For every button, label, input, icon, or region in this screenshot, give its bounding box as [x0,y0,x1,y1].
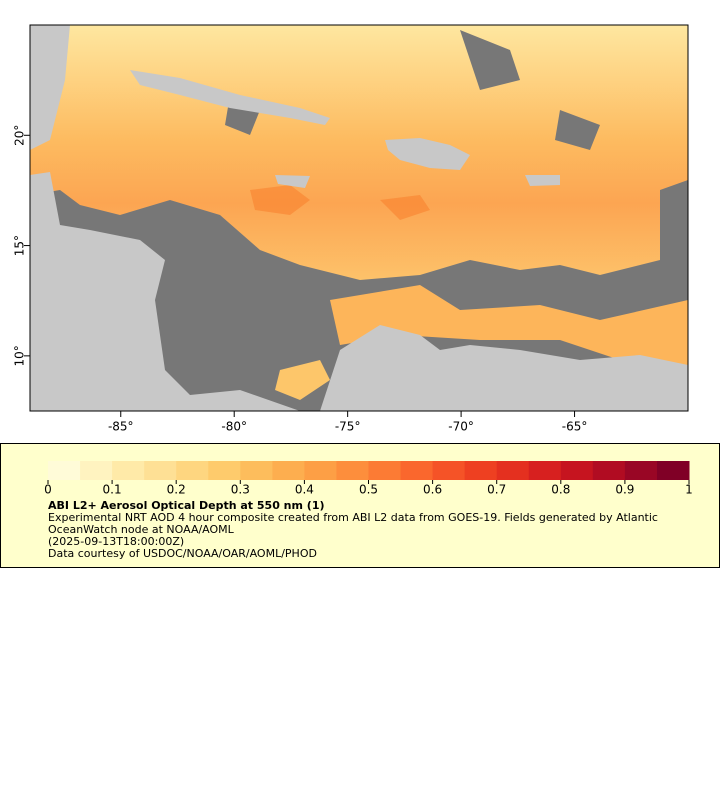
colorbar-swatch [400,461,434,480]
x-tick-label: -75° [335,420,361,434]
map-image [30,25,688,411]
legend: 0 0.1 0.2 0.3 0.4 0.5 0.6 0.7 0.8 0.9 1 ABI L2+ Ae… [0,443,720,568]
colorbar-swatch [48,461,81,480]
land [320,325,688,411]
x-tick-label: -65° [562,420,588,434]
colorbar: 0 0.1 0.2 0.3 0.4 0.5 0.6 0.7 0.8 0.9 1 [44,461,693,497]
map-frame [29,24,689,412]
land [30,172,300,411]
colorbar-tick-label: 0.9 [615,483,634,497]
y-tick-label: 15° [13,235,27,256]
colorbar-swatch [272,461,305,480]
aerosol-high [250,185,430,220]
colorbar-tick-label: 0.1 [103,483,122,497]
aerosol-field [275,360,330,400]
colorbar-swatch [208,461,241,480]
credit: Data courtesy of USDOC/NOAA/OAR/AOML/PHO… [48,547,317,560]
map-chart: -85° -80° -75° -70° -65° 10° 15° 20° [13,24,689,434]
colorbar-swatch [176,461,209,480]
colorbar-swatch [624,461,658,480]
colorbar-swatch [368,461,402,480]
colorbar-swatch [432,461,466,480]
land [275,175,560,188]
y-tick-label: 20° [13,125,27,146]
x-tick-label: -70° [448,420,474,434]
legend-title: ABI L2+ Aerosol Optical Depth at 550 nm … [48,499,325,512]
colorbar-tick-label: 0 [44,483,52,497]
colorbar-swatch [560,461,594,480]
colorbar-swatch [240,461,273,480]
colorbar-tick-label: 1 [685,483,693,497]
colorbar-swatch [496,461,530,480]
colorbar-swatch [528,461,562,480]
timestamp: (2025-09-13T18:00:00Z) [48,535,185,548]
colorbar-tick-label: 0.3 [231,483,250,497]
legend-text: ABI L2+ Aerosol Optical Depth at 550 nm … [48,500,688,560]
colorbar-swatch [464,461,498,480]
colorbar-swatch [80,461,113,480]
colorbar-tick-label: 0.6 [423,483,442,497]
x-tick-label: -85° [108,420,134,434]
x-tick-label: -80° [221,420,247,434]
aerosol-field [330,285,688,380]
colorbar-swatch [144,461,177,480]
colorbar-tick-label: 0.8 [551,483,570,497]
colorbar-swatch [304,461,337,480]
land [130,70,330,125]
colorbar-tick-label: 0.2 [167,483,186,497]
colorbar-tick-label: 0.7 [487,483,506,497]
no-data [225,30,600,150]
y-tick-label: 10° [13,345,27,366]
description: Experimental NRT AOD 4 hour composite cr… [48,511,658,536]
colorbar-swatch [112,461,145,480]
land [385,138,470,170]
land [30,25,70,150]
colorbar-tick-label: 0.5 [359,483,378,497]
colorbar-tick-label: 0.4 [295,483,314,497]
colorbar-swatch [656,461,690,480]
colorbar-swatch [592,461,626,480]
colorbar-swatch [336,461,369,480]
